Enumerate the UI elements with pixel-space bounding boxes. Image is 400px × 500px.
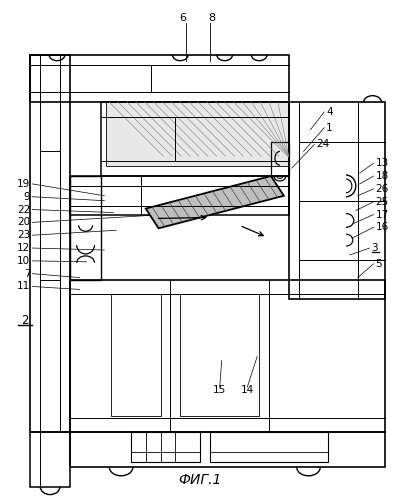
Text: 18: 18 [376, 171, 389, 181]
Text: 4: 4 [326, 107, 333, 117]
Text: 20: 20 [17, 218, 30, 228]
Text: 1: 1 [326, 122, 333, 132]
Polygon shape [146, 176, 284, 229]
Text: 12: 12 [17, 243, 30, 253]
Text: ФИГ.1: ФИГ.1 [178, 473, 222, 487]
Text: 24: 24 [316, 140, 330, 149]
Text: 26: 26 [376, 184, 389, 194]
Text: 11: 11 [17, 282, 30, 292]
Text: 2: 2 [21, 314, 28, 328]
Polygon shape [106, 102, 289, 166]
Text: 8: 8 [208, 14, 215, 24]
Text: 16: 16 [376, 222, 389, 232]
Text: 10: 10 [17, 256, 30, 266]
Text: 6: 6 [179, 14, 186, 24]
Text: 5: 5 [376, 259, 382, 269]
Text: 14: 14 [241, 385, 254, 395]
Text: 19: 19 [17, 179, 30, 189]
Text: 23: 23 [17, 230, 30, 240]
Text: 3: 3 [372, 243, 378, 253]
Text: 9: 9 [24, 192, 30, 202]
Text: 15: 15 [213, 385, 226, 395]
Text: 7: 7 [24, 268, 30, 278]
Text: 25: 25 [376, 196, 389, 206]
Text: 17: 17 [376, 210, 389, 220]
Text: 13: 13 [376, 158, 389, 168]
Text: 22: 22 [17, 204, 30, 214]
